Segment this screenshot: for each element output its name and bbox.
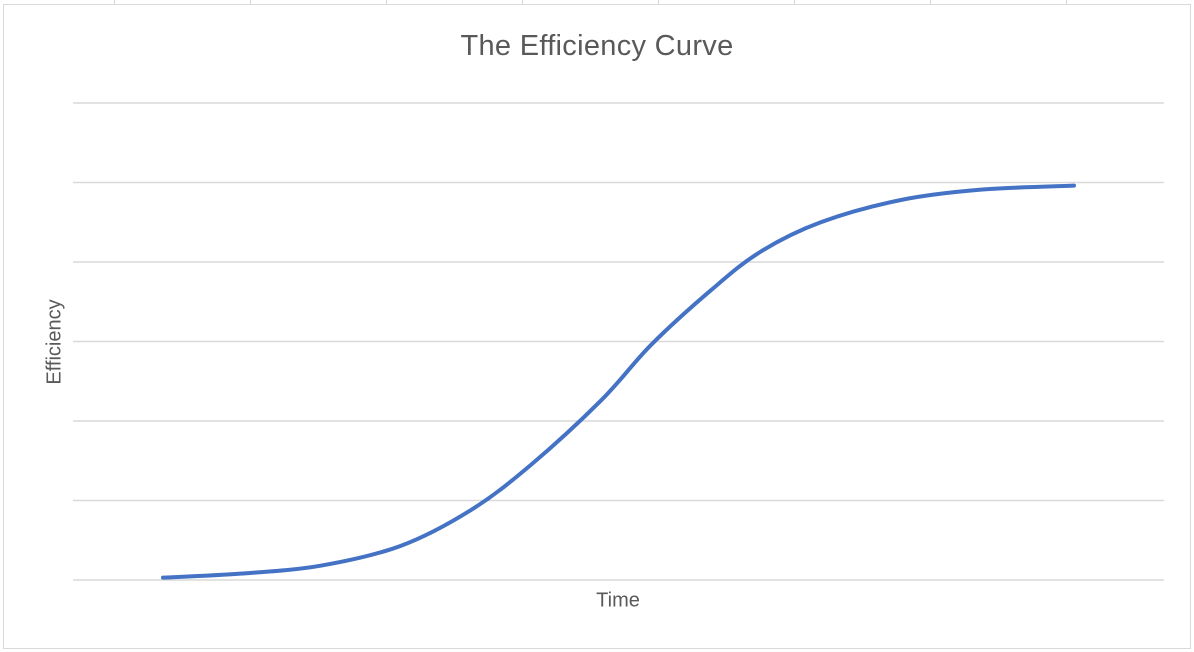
column-divider	[114, 0, 115, 5]
chart-area[interactable]	[3, 4, 1191, 649]
column-divider	[658, 0, 659, 5]
column-divider	[930, 0, 931, 5]
gridlines	[73, 102, 1164, 581]
column-divider	[386, 0, 387, 5]
column-divider	[794, 0, 795, 5]
column-divider	[1066, 0, 1067, 5]
chart-title[interactable]: The Efficiency Curve	[460, 30, 734, 62]
x-axis-title[interactable]: Time	[596, 589, 640, 612]
column-divider	[522, 0, 523, 5]
column-divider	[250, 0, 251, 5]
efficiency-series-line[interactable]	[161, 183, 1076, 580]
